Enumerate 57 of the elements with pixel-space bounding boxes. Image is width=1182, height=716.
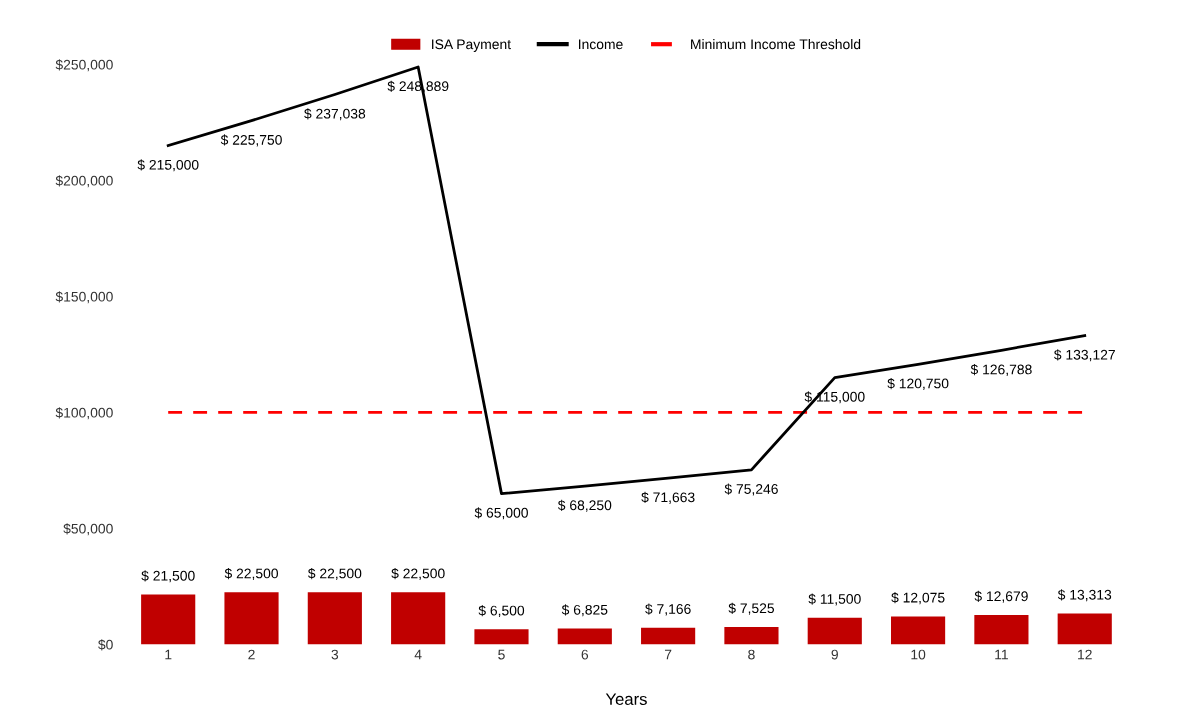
y-tick-label: $150,000 xyxy=(55,291,113,304)
y-tick-label: $0 xyxy=(98,639,113,651)
data-label: $ 22,500 xyxy=(307,567,362,580)
x-tick-label: 1 xyxy=(165,649,172,660)
data-label: $ 11,500 xyxy=(808,593,861,606)
data-label: $ 12,679 xyxy=(974,590,1028,603)
bar xyxy=(307,592,362,645)
data-label: $ 115,000 xyxy=(804,391,865,404)
data-label: $ 133,127 xyxy=(1053,349,1115,362)
bar xyxy=(974,614,1029,645)
data-label: $ 6,825 xyxy=(561,604,608,617)
data-label: $ 22,500 xyxy=(391,567,445,580)
bar xyxy=(641,627,696,645)
data-label: $ 126,788 xyxy=(970,363,1032,376)
bar xyxy=(891,616,946,645)
data-label: $ 7,525 xyxy=(728,602,775,615)
data-label: $ 7,166 xyxy=(645,603,691,616)
x-tick-label: 7 xyxy=(664,649,672,660)
y-tick-label: $250,000 xyxy=(55,59,113,72)
data-label: $ 225,750 xyxy=(220,134,282,147)
x-tick-label: 6 xyxy=(581,649,589,660)
legend-label: Minimum Income Threshold xyxy=(691,38,861,50)
x-tick-label: 11 xyxy=(995,649,1008,660)
data-label: $ 13,313 xyxy=(1057,589,1112,602)
data-label: $ 237,038 xyxy=(304,108,366,121)
x-tick-label: 4 xyxy=(414,649,422,660)
legend-label: ISA Payment xyxy=(432,39,511,52)
x-tick-label: 2 xyxy=(248,649,255,660)
bar xyxy=(141,594,196,645)
data-label: $ 71,663 xyxy=(641,491,695,504)
x-tick-label: 12 xyxy=(1078,649,1092,660)
bar xyxy=(474,629,529,645)
x-tick-label: 5 xyxy=(498,649,505,660)
data-label: $ 215,000 xyxy=(137,159,199,172)
data-label: $ 22,500 xyxy=(224,567,279,580)
bar xyxy=(1057,613,1112,645)
x-tick-label: 8 xyxy=(748,649,755,660)
data-label: $ 21,500 xyxy=(141,570,195,583)
x-tick-label: 3 xyxy=(331,649,339,660)
data-label: $ 75,246 xyxy=(724,483,778,496)
y-tick-label: $100,000 xyxy=(55,407,113,420)
x-axis-title: Years xyxy=(605,693,647,706)
data-label: $ 120,750 xyxy=(887,377,949,391)
bar xyxy=(557,628,612,645)
bar xyxy=(807,617,862,645)
x-tick-label: 9 xyxy=(831,649,838,660)
legend-label: Income xyxy=(579,39,623,50)
x-tick-label: 10 xyxy=(911,649,926,660)
bar xyxy=(724,626,779,645)
y-tick-label: $50,000 xyxy=(63,523,113,536)
bar xyxy=(391,592,446,645)
data-label: $ 68,250 xyxy=(557,499,612,512)
bar xyxy=(224,592,279,645)
data-label: $ 12,075 xyxy=(891,592,945,605)
data-label: $ 65,000 xyxy=(474,507,528,520)
data-label: $ 6,500 xyxy=(478,605,525,618)
y-tick-label: $200,000 xyxy=(55,175,113,188)
